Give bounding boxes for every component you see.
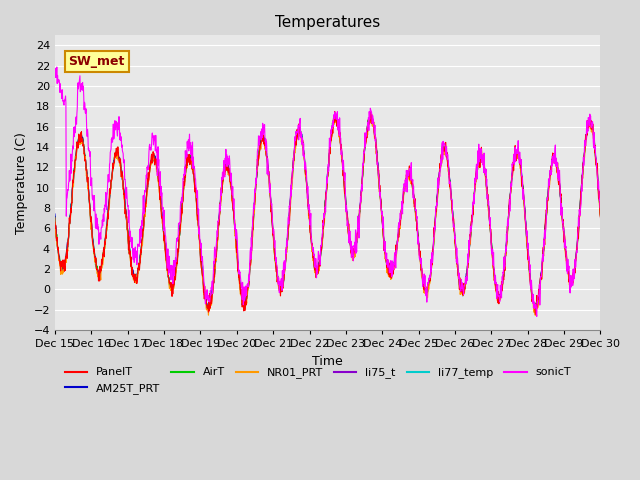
Title: Temperatures: Temperatures xyxy=(275,15,380,30)
Y-axis label: Temperature (C): Temperature (C) xyxy=(15,132,28,234)
Text: SW_met: SW_met xyxy=(68,55,125,68)
Legend: PanelT, AM25T_PRT, AirT, NR01_PRT, li75_t, li77_temp, sonicT: PanelT, AM25T_PRT, AirT, NR01_PRT, li75_… xyxy=(60,363,575,398)
X-axis label: Time: Time xyxy=(312,355,343,368)
